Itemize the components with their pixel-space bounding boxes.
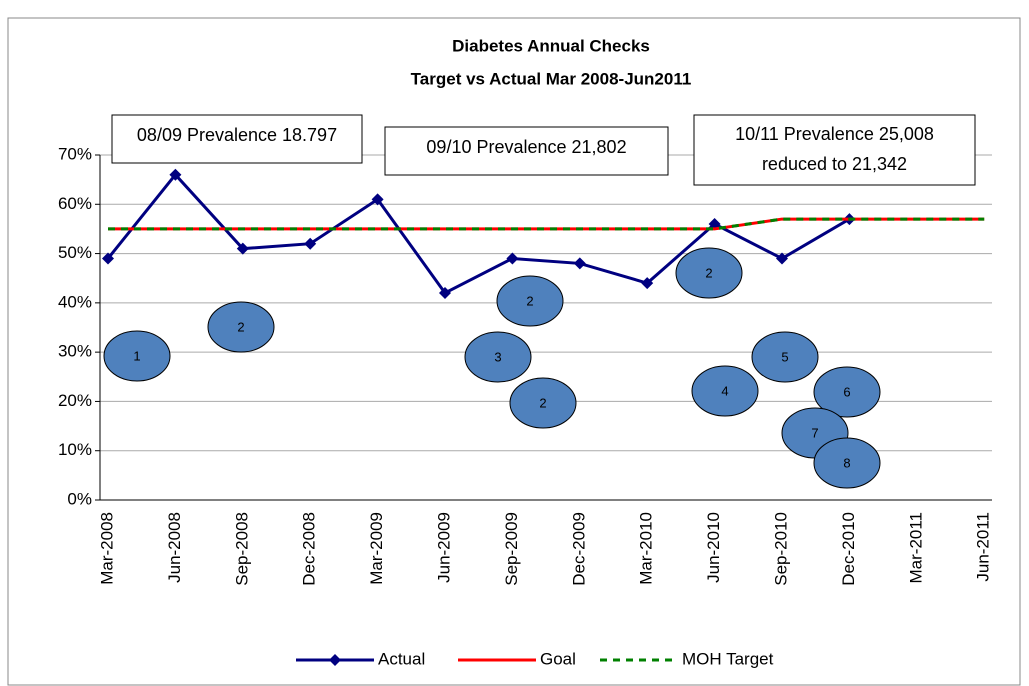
marker-ellipse xyxy=(509,377,577,429)
marker-ellipse xyxy=(207,301,275,353)
x-tick-label: Jun-2008 xyxy=(165,512,184,583)
annotation-text: 08/09 Prevalence 18.797 xyxy=(137,125,337,145)
y-tick-label: 50% xyxy=(58,243,92,262)
marker-label: 5 xyxy=(781,349,788,364)
y-tick-label: 30% xyxy=(58,342,92,361)
chart-subtitle: Target vs Actual Mar 2008-Jun2011 xyxy=(411,69,692,88)
marker-ellipse xyxy=(751,331,819,383)
marker-label: 8 xyxy=(843,455,850,470)
annotation-box xyxy=(693,114,976,186)
marker-ellipse xyxy=(813,437,881,489)
marker-ellipse xyxy=(103,330,171,382)
marker-label: 3 xyxy=(494,349,501,364)
x-tick-label: Jun-2010 xyxy=(704,512,723,583)
legend-label: Actual xyxy=(378,649,425,668)
data-point xyxy=(776,252,788,265)
marker-label: 2 xyxy=(237,319,244,334)
legend-marker xyxy=(329,654,341,666)
marker-ellipse xyxy=(813,366,881,418)
x-tick-label: Mar-2010 xyxy=(637,512,656,585)
series-line xyxy=(108,217,985,231)
x-tick-label: Dec-2010 xyxy=(839,512,858,586)
x-tick-label: Sep-2009 xyxy=(502,512,521,586)
legend-label: Goal xyxy=(540,649,576,668)
annotation-box xyxy=(384,126,669,176)
data-point xyxy=(506,252,519,265)
data-point xyxy=(169,168,182,181)
annotation-text: 10/11 Prevalence 25,008 xyxy=(735,124,934,144)
chart-title: Diabetes Annual Checks xyxy=(452,36,650,55)
data-point xyxy=(236,242,249,255)
marker-label: 1 xyxy=(133,348,140,363)
legend-label: MOH Target xyxy=(682,649,774,668)
y-tick-label: 60% xyxy=(58,194,92,213)
x-tick-label: Sep-2010 xyxy=(771,512,790,586)
x-tick-label: Mar-2008 xyxy=(97,512,116,585)
data-point xyxy=(102,252,114,265)
data-point xyxy=(304,237,317,250)
x-tick-label: Jun-2009 xyxy=(434,512,453,583)
x-tick-label: Dec-2009 xyxy=(569,512,588,586)
marker-label: 4 xyxy=(721,383,728,398)
x-tick-label: Mar-2011 xyxy=(906,512,925,584)
y-tick-label: 0% xyxy=(67,489,92,508)
marker-label: 2 xyxy=(705,265,712,280)
marker-label: 2 xyxy=(539,395,546,410)
annotation-text: reduced to 21,342 xyxy=(762,154,907,174)
y-tick-label: 70% xyxy=(58,144,92,163)
annotation-box xyxy=(111,114,363,164)
x-tick-label: Dec-2008 xyxy=(300,512,319,586)
marker-ellipse xyxy=(496,275,564,327)
y-tick-label: 40% xyxy=(58,292,92,311)
marker-ellipse xyxy=(675,247,743,299)
y-tick-label: 20% xyxy=(58,391,92,410)
x-tick-label: Mar-2009 xyxy=(367,512,386,585)
series-line xyxy=(106,172,851,295)
marker-ellipse xyxy=(691,365,759,417)
data-point xyxy=(439,287,451,299)
annotation-text: 09/10 Prevalence 21,802 xyxy=(426,137,626,157)
x-tick-label: Sep-2008 xyxy=(232,512,251,586)
y-tick-label: 10% xyxy=(58,440,92,459)
marker-label: 2 xyxy=(526,293,533,308)
marker-label: 7 xyxy=(811,425,818,440)
marker-label: 6 xyxy=(843,384,850,399)
data-point xyxy=(641,277,654,290)
data-point xyxy=(371,193,384,206)
marker-ellipse xyxy=(464,331,532,383)
x-tick-label: Jun-2011 xyxy=(974,512,993,582)
data-point xyxy=(573,257,586,270)
